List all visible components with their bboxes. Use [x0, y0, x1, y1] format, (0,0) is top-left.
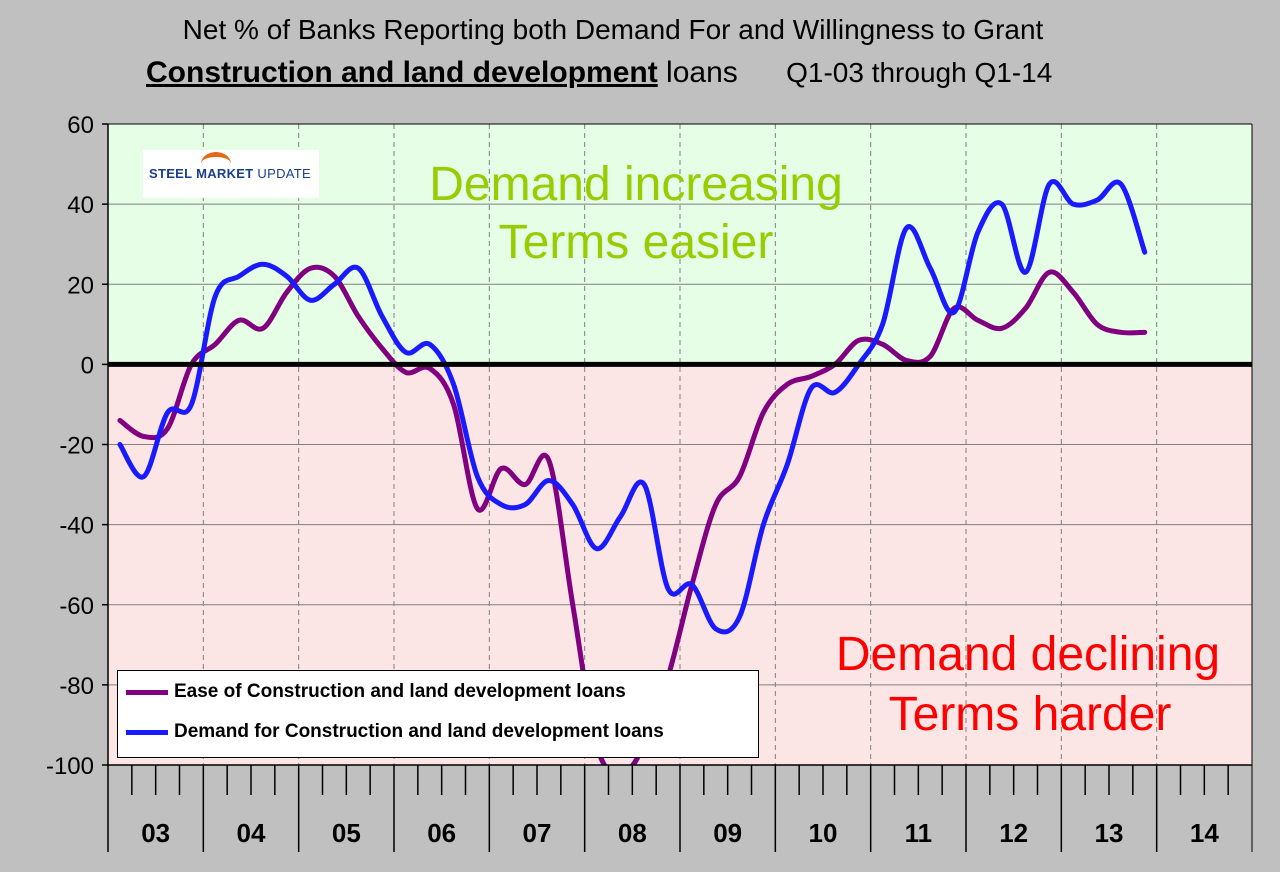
x-year-label: 12 — [999, 818, 1028, 848]
x-year-label: 04 — [237, 818, 266, 848]
x-year-label: 13 — [1095, 818, 1124, 848]
y-tick-label: 40 — [67, 192, 94, 219]
x-year-label: 03 — [141, 818, 170, 848]
y-tick-label: -60 — [59, 593, 94, 620]
y-tick-label: 0 — [81, 352, 94, 379]
legend-label-demand: Demand for Construction and land develop… — [174, 721, 664, 742]
chart-title-rest: loans — [666, 56, 738, 89]
chart-title-emphasis: Construction and land development — [146, 56, 658, 89]
y-tick-label: -100 — [46, 753, 94, 780]
series-lines — [108, 179, 1252, 765]
y-tick-label: -20 — [59, 433, 94, 460]
x-year-label: 05 — [332, 818, 361, 848]
axes: 60 40 20 0 -20 -40 -60 -80 -100 03 04 05 06 07 08 09 10 1… — [46, 112, 1253, 852]
y-tick-label: -40 — [59, 513, 94, 540]
x-year-label: 06 — [427, 818, 456, 848]
annotation-terms-harder: Terms harder — [889, 688, 1172, 741]
logo-word2: MARKET — [196, 166, 254, 181]
logo-word3: UPDATE — [257, 166, 311, 181]
chart-title-line1: Net % of Banks Reporting both Demand For… — [182, 14, 1044, 45]
x-year-label: 11 — [905, 818, 933, 848]
steel-market-update-logo: STEEL MARKET UPDATE — [143, 150, 319, 198]
annotation-terms-easier: Terms easier — [499, 216, 774, 269]
chart-title-line2: Construction and land development loans … — [146, 56, 1052, 90]
x-year-label: 14 — [1190, 818, 1219, 848]
y-tick-label: -80 — [59, 673, 94, 700]
chart-legend: Ease of Construction and land developmen… — [117, 670, 759, 758]
x-year-label: 10 — [809, 818, 838, 848]
series-line-ease — [117, 264, 1148, 765]
chart-title-period: Q1-03 through Q1-14 — [786, 57, 1053, 88]
logo-arc-icon — [201, 152, 231, 175]
logo-word1: STEEL — [149, 166, 193, 181]
legend-item-demand: Demand for Construction and land develop… — [126, 721, 664, 743]
x-year-label: 08 — [618, 818, 647, 848]
y-tick-label: 20 — [67, 272, 94, 299]
annotation-demand-declining: Demand declining — [836, 628, 1220, 681]
y-tick-label: 60 — [67, 112, 94, 139]
legend-label-ease: Ease of Construction and land developmen… — [174, 681, 626, 702]
legend-swatch-ease — [126, 689, 168, 695]
legend-item-ease: Ease of Construction and land developmen… — [126, 681, 626, 703]
series-line-demand — [117, 179, 1148, 635]
x-year-label: 09 — [713, 818, 742, 848]
x-year-label: 07 — [523, 818, 552, 848]
legend-swatch-demand — [126, 729, 168, 735]
annotation-demand-increasing: Demand increasing — [429, 158, 843, 211]
